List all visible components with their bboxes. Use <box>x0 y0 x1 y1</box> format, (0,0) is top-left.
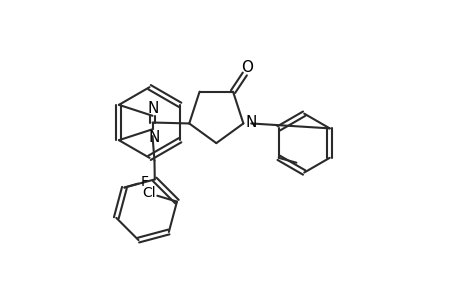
Text: N: N <box>245 115 257 130</box>
Text: N: N <box>148 130 160 145</box>
Text: Cl: Cl <box>142 186 156 200</box>
Text: O: O <box>240 60 252 75</box>
Text: N: N <box>147 101 159 116</box>
Text: F: F <box>141 175 149 189</box>
